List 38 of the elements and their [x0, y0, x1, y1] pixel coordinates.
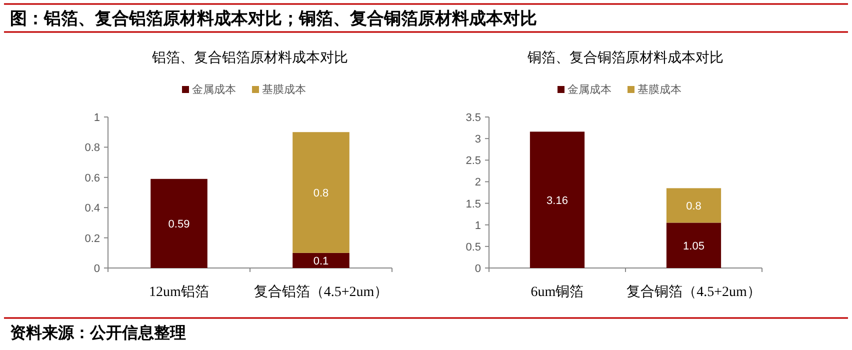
data-label: 0.1: [313, 255, 329, 268]
bar: [292, 132, 350, 253]
bar: [530, 132, 585, 268]
y-tick-label: 0: [94, 263, 100, 275]
y-tick-label: 0.6: [84, 172, 100, 184]
legend-label: 金属成本: [568, 83, 612, 96]
data-label: 3.16: [546, 194, 568, 207]
chart-title: 铜箔、复合铜箔原材料成本对比: [526, 50, 724, 66]
y-tick-label: 0.8: [84, 142, 100, 154]
x-tick-label: 复合铝箔（4.5+2um）: [254, 284, 388, 300]
legend-label: 基膜成本: [262, 83, 306, 96]
text: 资料来源：公开信息整理: [10, 324, 186, 342]
y-tick-label: 1: [474, 220, 481, 232]
y-tick-label: 3: [474, 134, 481, 146]
bar: [666, 222, 722, 268]
data-label: 0.8: [313, 188, 329, 200]
data-label: 0.59: [168, 218, 190, 230]
y-tick-label: 0: [474, 263, 481, 275]
bar: [292, 252, 350, 268]
x-tick-label: 复合铜箔（4.5+2um）: [626, 284, 761, 300]
text: 图：铝箔、复合铝箔原材料成本对比；铜箔、复合铜箔原材料成本对比: [10, 9, 537, 28]
bar: [666, 188, 722, 223]
y-tick-label: 3.5: [466, 112, 481, 124]
y-tick-label: 0.2: [84, 232, 100, 245]
y-tick-label: 1: [94, 112, 100, 124]
y-tick-label: 2: [474, 176, 481, 189]
bar: [150, 178, 208, 268]
chart-title: 铝箔、复合铝箔原材料成本对比: [151, 50, 348, 66]
y-tick-label: 2.5: [466, 155, 481, 168]
x-tick-label: 6um铜箔: [530, 284, 584, 300]
y-tick-label: 0.5: [466, 241, 481, 254]
data-label: 0.8: [686, 200, 702, 212]
data-label: 1.05: [683, 240, 704, 252]
y-tick-label: 1.5: [466, 198, 481, 210]
y-tick-label: 0.4: [84, 202, 100, 215]
legend-label: 金属成本: [192, 83, 236, 96]
x-tick-label: 12um铝箔: [149, 284, 209, 300]
legend-label: 基膜成本: [638, 83, 682, 96]
